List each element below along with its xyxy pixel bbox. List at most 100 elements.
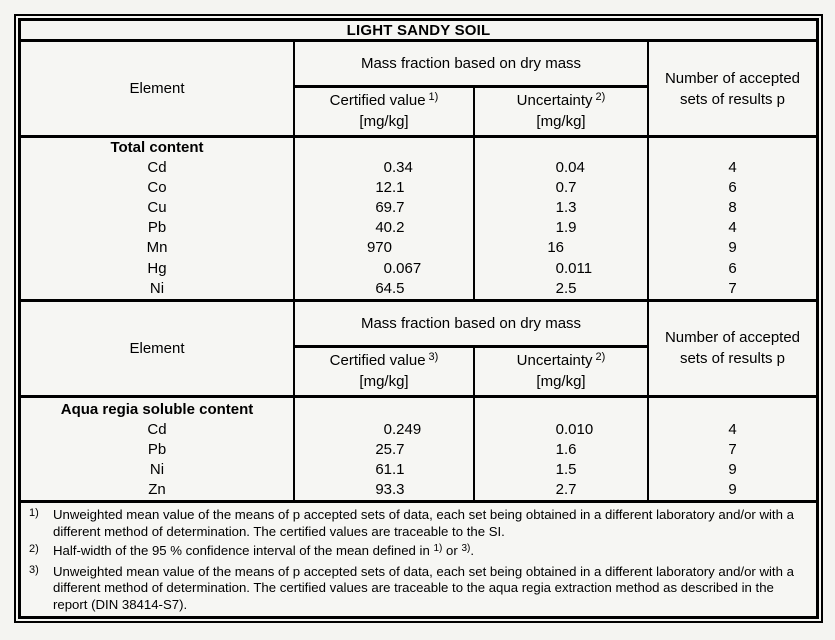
spacer-line xyxy=(295,400,473,420)
accepted-sets-value: 9 xyxy=(728,481,737,499)
element-symbol: Ni xyxy=(149,461,165,479)
accepted-sets-value: 6 xyxy=(728,259,737,277)
certified-value: 0.249 xyxy=(383,420,422,438)
group-title: Aqua regia soluble content xyxy=(60,400,254,418)
element-symbol: Zn xyxy=(148,481,166,499)
footnote-ref-3: 3) xyxy=(461,542,471,554)
accepted-sets-value: 9 xyxy=(728,239,737,257)
footnotes-section: 1) Unweighted mean value of the means of… xyxy=(21,503,816,616)
accepted-sets-value: 4 xyxy=(728,219,737,237)
mass-fraction-header: Mass fraction based on dry mass xyxy=(295,42,649,88)
header-total-content: Element Mass fraction based on dry mass … xyxy=(21,42,816,138)
element-symbol: Pb xyxy=(147,440,167,458)
data-aqua-regia: Aqua regia soluble content Cd Pb Ni Zn 0.24… xyxy=(21,397,816,504)
footnote-3-text: Unweighted mean value of the means of p … xyxy=(53,564,794,612)
footnote-2: 2) Half-width of the 95 % confidence int… xyxy=(26,543,810,561)
uncertainty-value: 1.5 xyxy=(555,461,577,479)
footnote-1-marker: 1) xyxy=(29,507,39,520)
element-symbol: Pb xyxy=(147,219,167,237)
element-symbol: Cd xyxy=(147,420,167,438)
footnote-3: 3) Unweighted mean value of the means of… xyxy=(26,564,810,613)
uncertainty-column: 0.010 1.6 1.5 2.7 xyxy=(475,397,649,501)
certified-value-label: Certified value xyxy=(329,92,426,109)
certified-footnote-ref: 3) xyxy=(428,350,439,363)
data-total-content: Total content Cd Co Cu Pb Mn Hg Ni 0.34 12.1 69.… xyxy=(21,138,816,302)
document-outer-frame: LIGHT SANDY SOIL Element Mass fraction b… xyxy=(14,14,823,623)
uncertainty-label: Uncertainty xyxy=(516,92,593,109)
uncertainty-value: 1.3 xyxy=(555,199,577,217)
uncertainty-unit: [mg/kg] xyxy=(536,372,586,390)
uncertainty-footnote-ref: 2) xyxy=(595,91,606,103)
uncertainty-value: 0.04 xyxy=(555,159,585,177)
certified-value: 40.2 xyxy=(375,219,405,237)
element-symbol: Co xyxy=(147,179,167,197)
spacer-line xyxy=(649,400,816,420)
footnote-2-marker: 2) xyxy=(29,542,39,555)
header-aqua-regia: Element Mass fraction based on dry mass … xyxy=(21,301,816,398)
accepted-sets-value: 9 xyxy=(728,461,737,479)
certified-column: 0.34 12.1 69.7 40.2 970 0.067 64.5 xyxy=(295,138,475,299)
certified-value-header: Certified value 1) [mg/kg] xyxy=(295,88,475,135)
accepted-sets-value: 7 xyxy=(728,440,737,458)
certified-column: 0.249 25.7 61.1 93.3 xyxy=(295,397,475,501)
uncertainty-header: Uncertainty 2) [mg/kg] xyxy=(475,347,649,395)
element-symbol: Ni xyxy=(149,279,165,297)
certified-footnote-ref: 1) xyxy=(428,91,439,103)
certified-unit: [mg/kg] xyxy=(359,372,409,390)
certified-value: 93.3 xyxy=(375,481,405,499)
certified-value: 970 xyxy=(366,239,392,257)
element-symbol: Hg xyxy=(147,259,167,277)
element-symbol: Cd xyxy=(147,159,167,177)
element-column: Aqua regia soluble content Cd Pb Ni Zn xyxy=(21,397,295,501)
element-column: Total content Cd Co Cu Pb Mn Hg Ni xyxy=(21,138,295,299)
accepted-sets-column: 4 7 9 9 xyxy=(649,398,816,500)
certified-value: 69.7 xyxy=(375,199,405,217)
spacer-line xyxy=(475,400,647,420)
uncertainty-value: 0.7 xyxy=(555,179,577,197)
certified-value: 12.1 xyxy=(375,179,405,197)
uncertainty-footnote-ref: 2) xyxy=(595,350,606,363)
element-symbol: Mn xyxy=(146,239,168,257)
uncertainty-value: 0.010 xyxy=(555,420,594,438)
footnote-2-before: Half-width of the 95 % confidence interv… xyxy=(53,542,434,558)
accepted-sets-header: Number of accepted sets of results p xyxy=(664,69,801,108)
certified-value: 0.34 xyxy=(383,159,413,177)
table-title: LIGHT SANDY SOIL xyxy=(21,21,816,42)
spacer-line xyxy=(475,138,647,158)
certified-value-label: Certified value xyxy=(329,351,426,369)
group-title: Total content xyxy=(110,139,204,156)
accepted-sets-column: 4 6 8 4 9 6 7 xyxy=(649,138,816,299)
uncertainty-value: 2.7 xyxy=(555,481,577,499)
certificate-table: LIGHT SANDY SOIL Element Mass fraction b… xyxy=(18,18,819,619)
accepted-sets-value: 7 xyxy=(728,279,737,297)
certified-unit: [mg/kg] xyxy=(359,113,409,130)
footnote-1: 1) Unweighted mean value of the means of… xyxy=(26,507,810,540)
uncertainty-value: 0.011 xyxy=(555,259,593,277)
certified-value: 0.067 xyxy=(383,259,422,277)
certified-value: 25.7 xyxy=(375,440,405,458)
uncertainty-unit: [mg/kg] xyxy=(536,113,586,130)
footnote-ref-1: 1) xyxy=(433,542,443,554)
element-symbol: Cu xyxy=(147,199,167,217)
uncertainty-value: 2.5 xyxy=(555,279,577,297)
accepted-sets-value: 6 xyxy=(728,179,737,197)
uncertainty-column: 0.04 0.7 1.3 1.9 16 0.011 2.5 xyxy=(475,138,649,299)
footnote-3-marker: 3) xyxy=(29,564,39,577)
uncertainty-value: 1.9 xyxy=(555,219,577,237)
element-header: Element xyxy=(21,301,295,395)
uncertainty-value: 16 xyxy=(547,239,564,257)
uncertainty-label: Uncertainty xyxy=(516,351,593,369)
footnote-2-text: Half-width of the 95 % confidence interv… xyxy=(53,543,810,561)
footnote-1-text: Unweighted mean value of the means of p … xyxy=(53,507,794,539)
uncertainty-header: Uncertainty 2) [mg/kg] xyxy=(475,88,649,135)
accepted-sets-value: 4 xyxy=(728,159,737,177)
certified-value: 64.5 xyxy=(375,279,405,297)
spacer-line xyxy=(295,138,473,158)
certified-value-header: Certified value 3) [mg/kg] xyxy=(295,347,475,395)
accepted-sets-header: Number of accepted sets of results p xyxy=(664,329,801,368)
uncertainty-value: 1.6 xyxy=(555,440,577,458)
element-header: Element xyxy=(21,42,295,135)
certified-value: 61.1 xyxy=(375,461,405,479)
accepted-sets-value: 4 xyxy=(728,420,737,438)
accepted-sets-value: 8 xyxy=(728,199,737,217)
